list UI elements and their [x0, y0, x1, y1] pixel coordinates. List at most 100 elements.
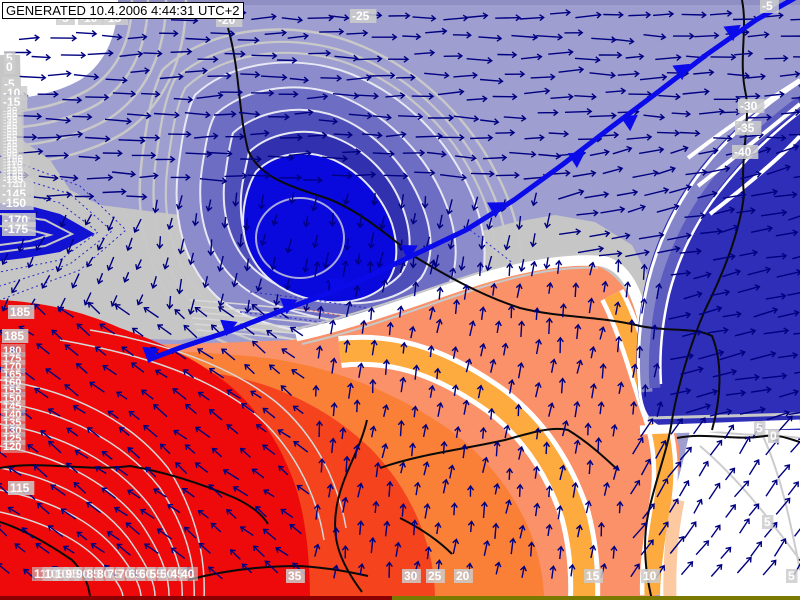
wind-arrow	[288, 149, 312, 158]
wind-arrow	[720, 546, 732, 560]
wind-arrow	[397, 305, 405, 318]
wind-arrow	[519, 14, 545, 22]
wind-arrow	[210, 522, 222, 533]
svg-text:-135: -135	[3, 175, 23, 186]
wind-arrow	[551, 169, 571, 177]
wind-arrow	[367, 232, 375, 249]
top-strip	[0, 0, 800, 5]
wind-arrow	[705, 165, 731, 174]
wind-arrow	[589, 148, 610, 157]
wind-arrow	[486, 217, 493, 231]
wind-arrow	[466, 56, 493, 64]
wind-arrow	[736, 92, 761, 100]
wind-arrow	[487, 407, 495, 420]
wind-arrow	[698, 460, 709, 477]
wind-arrow	[1, 298, 9, 312]
wind-arrow	[285, 238, 293, 254]
wind-arrow	[641, 383, 649, 397]
wind-arrow	[64, 344, 79, 357]
wind-arrow	[278, 90, 299, 98]
wind-arrow	[89, 381, 105, 393]
wind-arrow	[436, 286, 444, 300]
wind-arrow	[506, 262, 514, 276]
wind-arrow	[495, 320, 502, 334]
wind-arrow	[668, 311, 692, 320]
wind-arrow	[371, 33, 398, 41]
wind-arrow	[682, 328, 703, 338]
wind-arrow	[206, 150, 233, 158]
wind-arrow	[94, 346, 107, 357]
wind-arrow	[381, 278, 389, 293]
wind-arrow	[58, 130, 84, 138]
wind-arrow	[748, 458, 760, 476]
wind-arrow	[341, 260, 349, 277]
wind-arrow	[140, 389, 154, 400]
wind-arrow	[116, 543, 131, 556]
svg-text:-75: -75	[3, 139, 18, 150]
wind-arrow	[462, 284, 470, 300]
contour-label: -75	[1, 138, 24, 150]
wind-arrow	[734, 328, 757, 337]
wind-arrow	[278, 174, 303, 182]
wind-arrow	[428, 384, 436, 398]
wind-arrow	[750, 350, 777, 361]
wind-arrow	[679, 446, 692, 461]
contour-label: -120	[1, 165, 30, 177]
wind-arrow	[679, 247, 702, 255]
wind-arrow	[87, 49, 114, 57]
wind-arrow	[600, 206, 626, 214]
wind-arrow	[476, 261, 484, 276]
wind-arrow	[263, 489, 275, 498]
wind-arrow	[667, 461, 682, 479]
wind-arrow	[326, 483, 334, 498]
wind-arrow	[434, 367, 442, 380]
wind-arrow	[766, 252, 788, 260]
wind-arrow	[259, 234, 267, 247]
wind-arrow	[402, 149, 426, 157]
wind-arrow	[412, 14, 437, 22]
wind-arrow	[222, 469, 240, 481]
wind-arrow	[642, 503, 655, 520]
wind-arrow	[172, 388, 187, 401]
wind-arrow	[369, 72, 396, 80]
contour-label: -35	[1, 114, 24, 126]
wind-arrow	[104, 117, 132, 125]
wind-arrow	[503, 235, 511, 251]
wind-arrow	[18, 148, 44, 156]
wind-arrow	[424, 546, 432, 560]
contour-label: -80	[1, 141, 24, 153]
wind-arrow	[252, 545, 265, 558]
wind-arrow	[224, 172, 248, 180]
wind-arrow	[432, 254, 440, 269]
wind-arrow	[74, 449, 89, 459]
wind-arrow	[574, 93, 597, 101]
wind-arrow	[366, 260, 374, 274]
wind-arrow	[112, 90, 137, 98]
wind-arrow	[524, 87, 551, 95]
wind-arrow	[549, 565, 557, 579]
wind-arrow	[156, 528, 173, 540]
wind-arrow	[376, 252, 384, 268]
wind-arrow	[35, 236, 46, 251]
wind-arrow	[96, 272, 104, 285]
wind-arrow	[467, 484, 475, 497]
wind-arrow	[312, 384, 320, 397]
wind-arrow	[343, 238, 351, 251]
svg-text:-100: -100	[3, 154, 23, 165]
wind-arrow	[294, 108, 314, 116]
wind-arrow	[545, 317, 553, 335]
wind-arrow	[683, 291, 703, 300]
wind-arrow	[143, 543, 159, 554]
wind-arrow	[217, 293, 225, 307]
wind-arrow	[747, 73, 766, 81]
contour-label: -100	[1, 153, 30, 165]
svg-text:-70: -70	[3, 136, 18, 147]
wind-arrow	[736, 556, 752, 574]
wind-arrow	[17, 112, 43, 120]
svg-text:35: 35	[288, 569, 302, 583]
wind-arrow	[616, 500, 624, 514]
wind-arrow	[739, 249, 759, 257]
wind-arrow	[386, 480, 394, 497]
wind-arrow	[313, 543, 321, 557]
wind-arrow	[611, 232, 631, 240]
